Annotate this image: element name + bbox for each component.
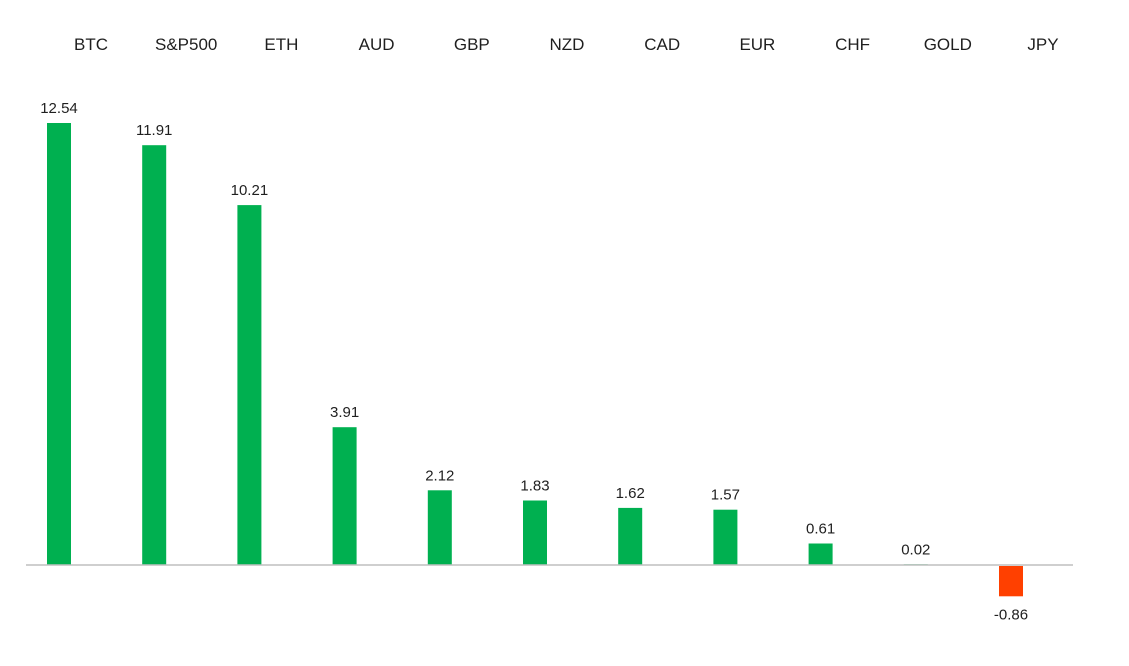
value-label: 10.21 xyxy=(231,182,269,199)
value-label: 1.62 xyxy=(616,485,645,502)
value-label: 2.12 xyxy=(425,467,454,484)
category-label: JPY xyxy=(1027,35,1058,54)
category-label: GOLD xyxy=(924,35,972,54)
category-label: ETH xyxy=(264,35,298,54)
bar-chf xyxy=(808,543,833,565)
category-label: NZD xyxy=(550,35,585,54)
category-label: CAD xyxy=(644,35,680,54)
bars-layer xyxy=(47,123,1023,597)
category-labels-layer: BTC S&P500 ETH AUD GBP NZD CAD EUR CHF GOLD JPY xyxy=(74,35,1059,54)
bar-nzd xyxy=(523,500,547,565)
value-label: 1.83 xyxy=(520,478,549,495)
value-label: 12.54 xyxy=(40,100,78,117)
bar-cad xyxy=(618,507,643,565)
category-label: S&P500 xyxy=(155,35,217,54)
bar-eth xyxy=(237,205,262,565)
value-label: 11.91 xyxy=(136,122,172,139)
bar-sp500 xyxy=(142,145,167,565)
category-label: AUD xyxy=(359,35,395,54)
category-label: EUR xyxy=(739,35,775,54)
category-label: CHF xyxy=(835,35,870,54)
bar-jpy xyxy=(999,566,1023,597)
bar-gbp xyxy=(427,490,452,565)
category-label: BTC xyxy=(74,35,108,54)
value-label: -0.86 xyxy=(994,606,1028,623)
bar-btc xyxy=(47,123,71,565)
bar-eur xyxy=(713,509,738,565)
value-labels-layer: 12.54 11.91 10.21 3.91 2.12 1.83 1.62 1.57 0.61 0… xyxy=(40,100,1028,623)
value-label: 0.02 xyxy=(901,541,930,558)
value-label: 3.91 xyxy=(330,404,359,421)
value-label: 1.57 xyxy=(711,487,740,504)
category-label: GBP xyxy=(454,35,490,54)
bar-aud xyxy=(332,427,357,565)
value-label: 0.61 xyxy=(806,521,835,538)
